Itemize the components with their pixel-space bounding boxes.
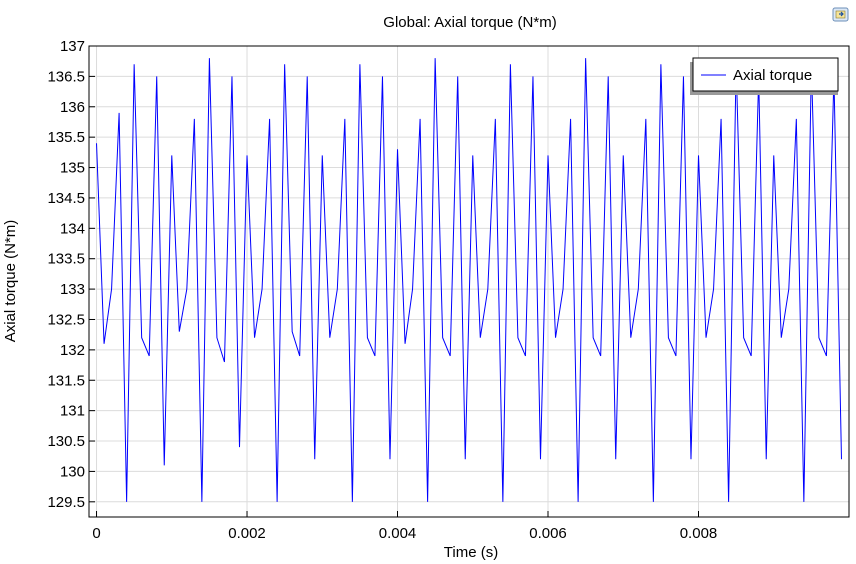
y-tick-label: 132 [60, 342, 85, 359]
series-group [96, 58, 842, 502]
y-tick-label: 136.5 [47, 68, 85, 85]
legend-label: Axial torque [733, 67, 812, 84]
y-tick-label: 134 [60, 220, 85, 237]
y-tick-label: 131.5 [47, 372, 85, 389]
y-axis: 129.5 130 130.5 131 131.5 132 132.5 133 133.5 134… [47, 38, 95, 511]
x-tick-label: 0.002 [228, 525, 266, 542]
legend: Axial torque [690, 57, 839, 95]
y-tick-label: 131 [60, 403, 85, 420]
y-tick-label: 133.5 [47, 251, 85, 268]
x-tick-label: 0.006 [529, 525, 567, 542]
y-tick-label: 130.5 [47, 433, 85, 450]
y-tick-label: 132.5 [47, 311, 85, 328]
y-tick-label: 133 [60, 281, 85, 298]
x-axis: 0 0.002 0.004 0.006 0.008 [92, 511, 717, 542]
y-tick-label: 130 [60, 463, 85, 480]
x-tick-label: 0.004 [379, 525, 417, 542]
x-tick-label: 0.008 [680, 525, 718, 542]
y-tick-label: 129.5 [47, 494, 85, 511]
x-axis-title: Time (s) [444, 544, 498, 561]
series-line-axial-torque [96, 58, 842, 502]
y-tick-label: 135 [60, 160, 85, 177]
plot-area [88, 45, 850, 518]
x-tick-label: 0 [92, 525, 100, 542]
y-tick-label: 135.5 [47, 129, 85, 146]
y-tick-label: 134.5 [47, 190, 85, 207]
y-axis-title: Axial torque (N*m) [2, 220, 19, 343]
y-tick-label: 136 [60, 99, 85, 116]
chart-title: Global: Axial torque (N*m) [383, 14, 556, 31]
y-tick-label: 137 [60, 38, 85, 55]
export-icon[interactable] [832, 7, 849, 22]
